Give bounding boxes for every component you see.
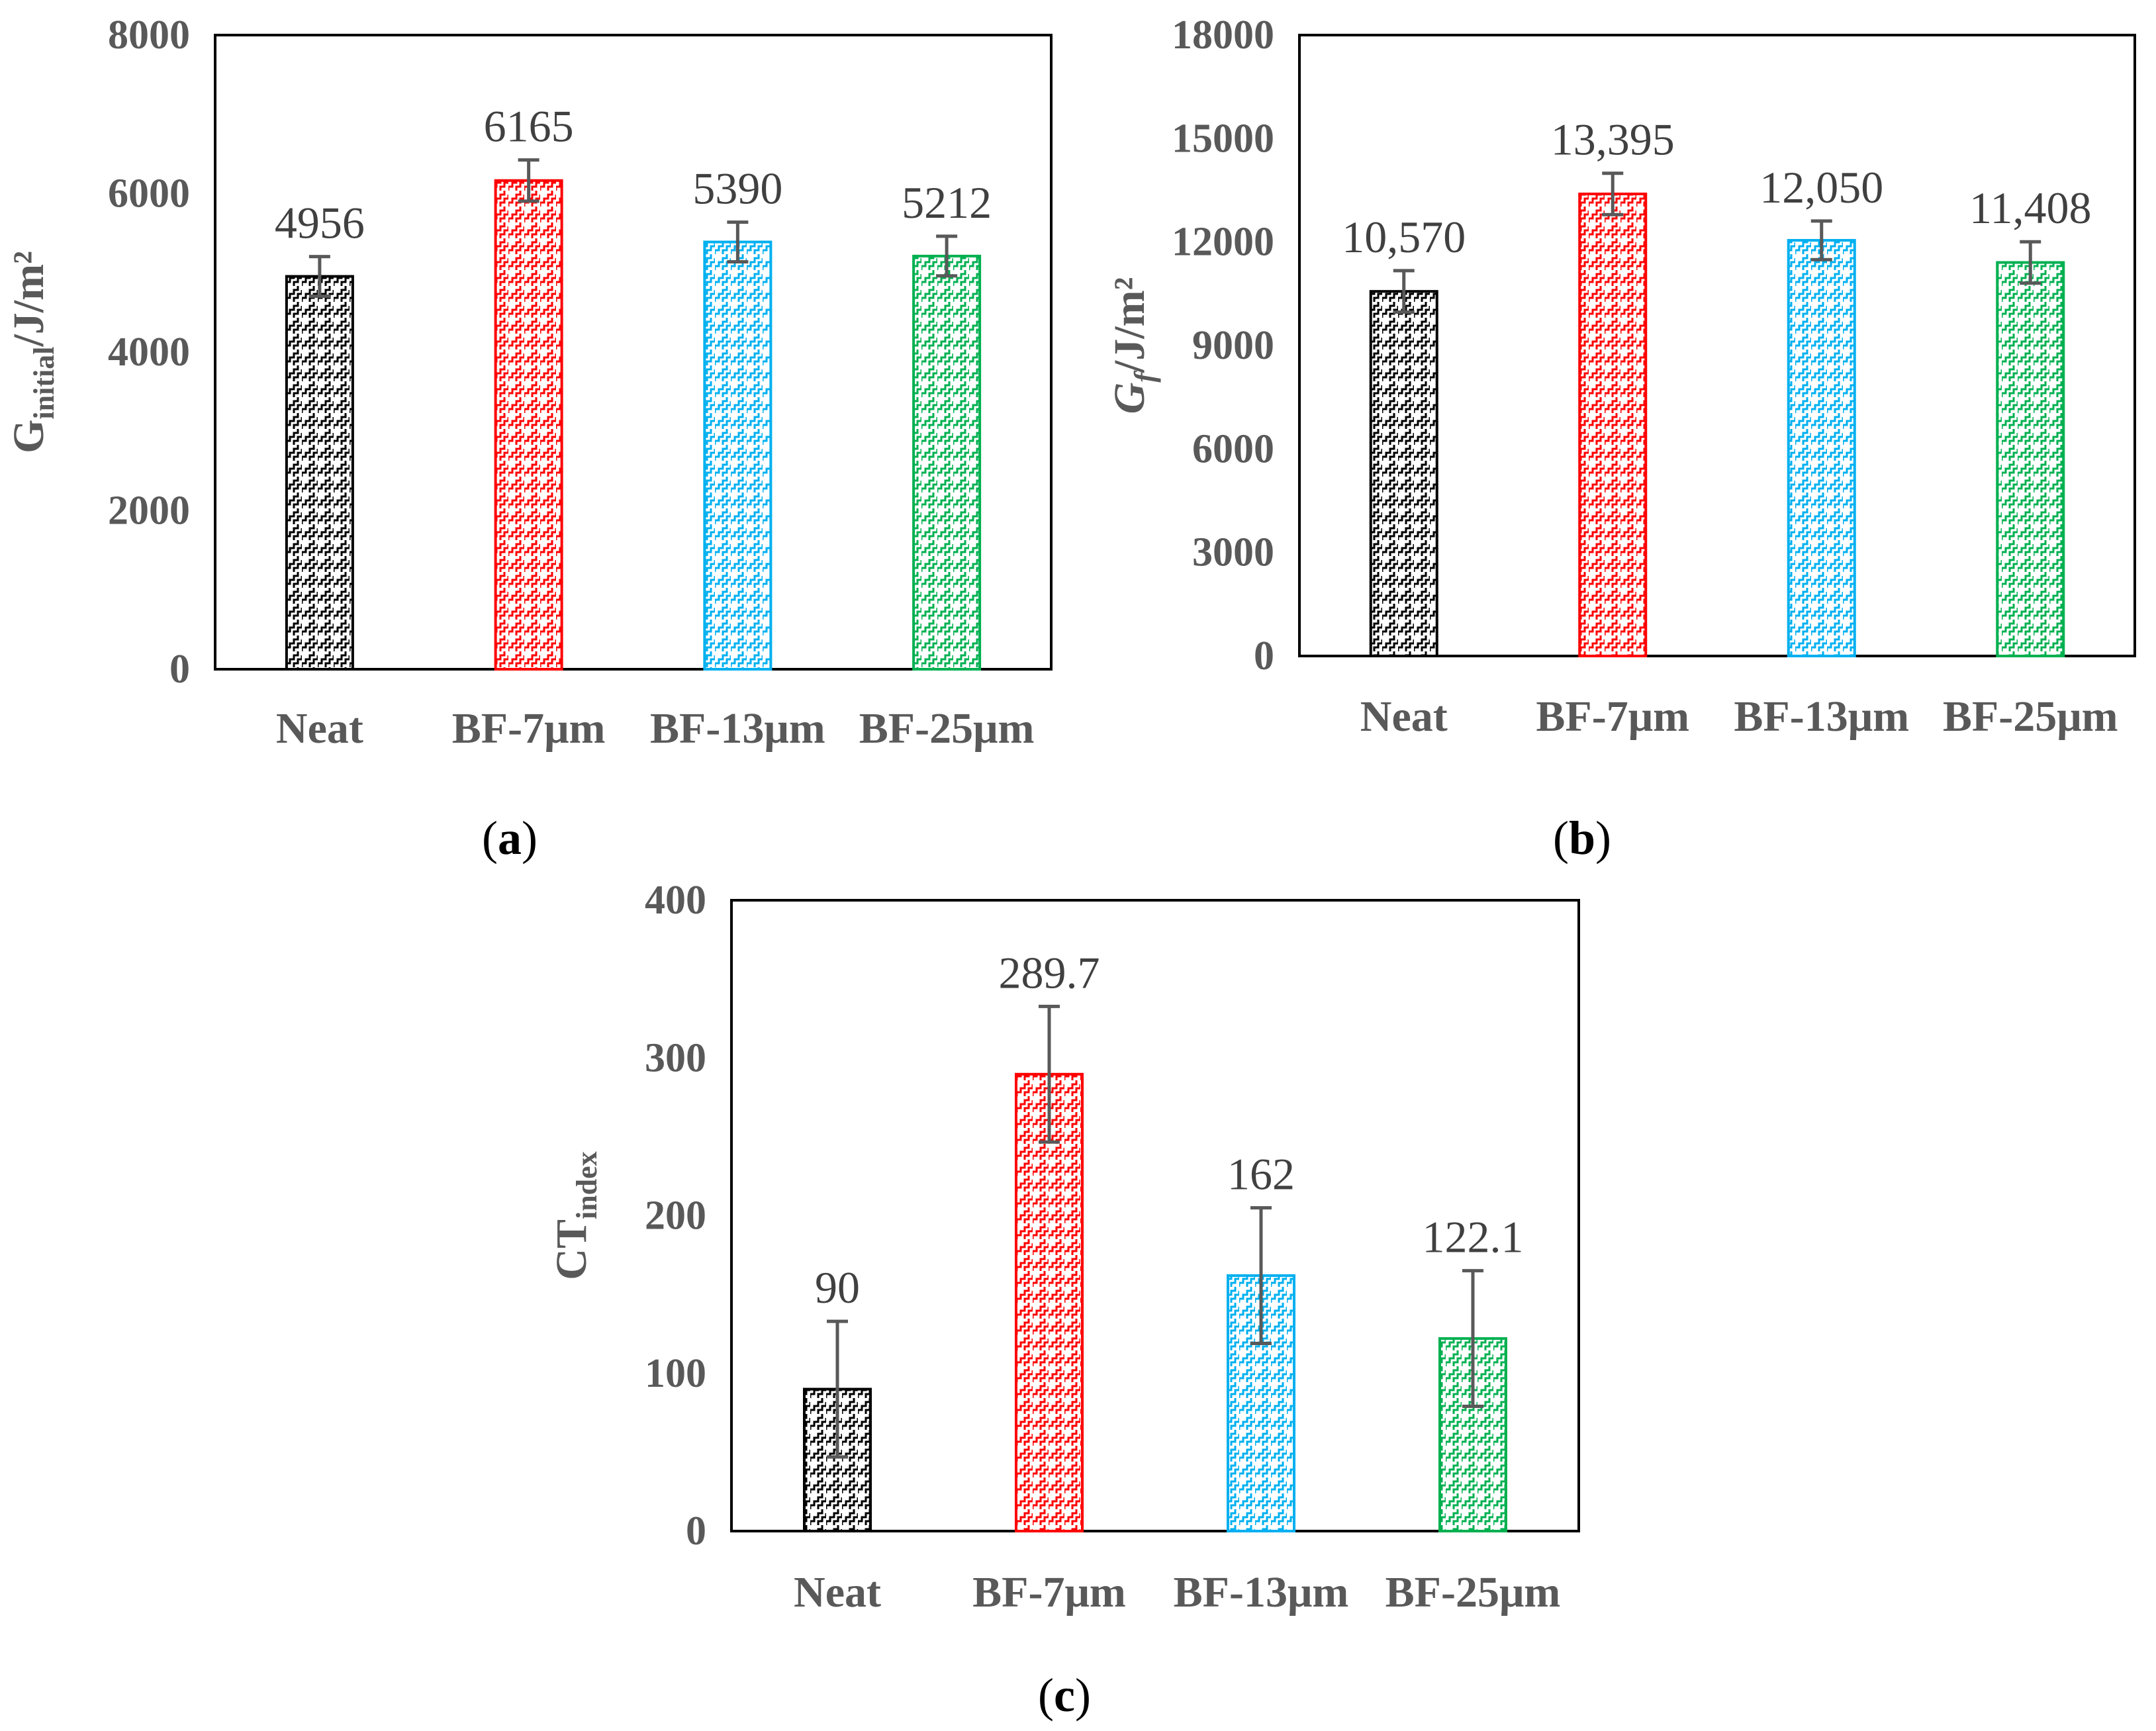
y-tick-label: 18000 bbox=[1172, 13, 1274, 58]
error-bar bbox=[727, 220, 749, 263]
bar-a-2 bbox=[703, 240, 773, 671]
category-label: BF-13μm bbox=[650, 704, 825, 753]
data-label: 162 bbox=[1227, 1149, 1295, 1199]
bar-b-1 bbox=[1578, 192, 1648, 657]
y-tick-label: 0 bbox=[686, 1509, 706, 1554]
bar-b-3 bbox=[1996, 261, 2065, 658]
category-label: Neat bbox=[1360, 692, 1448, 741]
category-label: Neat bbox=[794, 1568, 881, 1616]
y-axis-label: Ginitial/J/m² bbox=[5, 251, 60, 453]
y-tick-label: 6000 bbox=[1192, 426, 1274, 471]
y-tick-label: 0 bbox=[169, 647, 190, 692]
error-bar bbox=[518, 158, 539, 203]
error-bar bbox=[1250, 1206, 1272, 1345]
data-label: 5212 bbox=[902, 177, 992, 228]
y-axis-label-unit: /J/m² bbox=[5, 251, 53, 347]
y-tick-label: 12000 bbox=[1172, 220, 1274, 265]
error-bar bbox=[1602, 171, 1624, 216]
y-tick-label: 400 bbox=[645, 878, 706, 923]
data-label: 90 bbox=[815, 1262, 860, 1313]
y-tick-label: 15000 bbox=[1172, 116, 1274, 161]
y-tick-label: 8000 bbox=[108, 13, 190, 58]
y-tick-label: 300 bbox=[645, 1035, 706, 1080]
error-bar bbox=[2020, 240, 2041, 285]
y-axis-label-main: G bbox=[5, 420, 53, 453]
category-label: BF-13μm bbox=[1174, 1568, 1349, 1616]
y-axis-label-sub: initial bbox=[28, 347, 60, 420]
y-tick-label: 6000 bbox=[108, 171, 190, 216]
y-tick-label: 4000 bbox=[108, 330, 190, 375]
data-label: 5390 bbox=[692, 164, 782, 214]
chart-panel-c: 0 100 200 300 400 CTindex 90 Neat 289.7 BF-7μm 162… bbox=[547, 878, 1580, 1616]
data-label: 11,408 bbox=[1969, 183, 2091, 233]
bar-a-3 bbox=[912, 254, 982, 671]
category-label: BF-7μm bbox=[972, 1568, 1126, 1616]
y-tick-label: 2000 bbox=[108, 489, 190, 534]
bar-b-0 bbox=[1369, 290, 1438, 657]
category-label: BF-13μm bbox=[1734, 692, 1909, 741]
chart-panel-a: 0 2000 4000 6000 8000 Ginitial/J/m² 4956 Neat 61… bbox=[5, 13, 1053, 753]
bar-a-0 bbox=[285, 275, 354, 671]
category-label: BF-25μm bbox=[1385, 1568, 1561, 1616]
bar-a-1 bbox=[494, 179, 563, 671]
category-label: BF-25μm bbox=[859, 704, 1035, 753]
error-bar bbox=[308, 255, 330, 298]
data-label: 4956 bbox=[275, 198, 365, 248]
category-label: BF-25μm bbox=[1943, 692, 2118, 741]
y-axis-label-sub: f bbox=[1129, 370, 1161, 383]
chart-panel-b: 0 3000 6000 9000 12000 15000 18000 Gf/J/m² 10,57… bbox=[1105, 13, 2136, 741]
error-bar bbox=[827, 1319, 848, 1459]
data-label: 13,395 bbox=[1551, 115, 1675, 165]
y-tick-label: 9000 bbox=[1192, 323, 1274, 368]
data-label: 6165 bbox=[484, 101, 574, 152]
y-axis-label-unit: /J/m² bbox=[1105, 277, 1154, 373]
error-bar bbox=[1393, 269, 1415, 314]
y-tick-label: 200 bbox=[645, 1193, 706, 1239]
data-label: 289.7 bbox=[999, 947, 1100, 998]
data-label: 12,050 bbox=[1759, 162, 1883, 212]
plot-frame-a bbox=[214, 34, 1053, 671]
category-label: Neat bbox=[276, 704, 363, 753]
error-bar bbox=[1810, 219, 1832, 261]
category-label: BF-7μm bbox=[1536, 692, 1689, 741]
y-tick-label: 3000 bbox=[1192, 530, 1274, 575]
error-bar bbox=[936, 234, 958, 278]
category-label: BF-7μm bbox=[452, 704, 606, 753]
y-axis-label: CTindex bbox=[547, 1151, 603, 1280]
panel-label-b: (b) bbox=[1553, 812, 1611, 865]
panel-label-a: (a) bbox=[482, 812, 538, 865]
error-bar bbox=[1462, 1269, 1483, 1409]
y-tick-label: 0 bbox=[1254, 633, 1274, 678]
panel-label-c: (c) bbox=[1038, 1669, 1091, 1722]
data-label: 122.1 bbox=[1423, 1212, 1524, 1262]
bar-b-2 bbox=[1787, 239, 1856, 657]
plot-frame-c bbox=[730, 899, 1580, 1532]
y-axis-label-sub: index bbox=[571, 1151, 603, 1219]
y-tick-label: 100 bbox=[645, 1351, 706, 1396]
y-axis-label: Gf/J/m² bbox=[1105, 277, 1161, 414]
y-axis-label-main: CT bbox=[547, 1219, 596, 1280]
data-label: 10,570 bbox=[1342, 212, 1466, 262]
error-bar bbox=[1039, 1004, 1060, 1144]
plot-frame-b bbox=[1298, 34, 2136, 657]
y-axis-label-main: G bbox=[1105, 383, 1154, 414]
